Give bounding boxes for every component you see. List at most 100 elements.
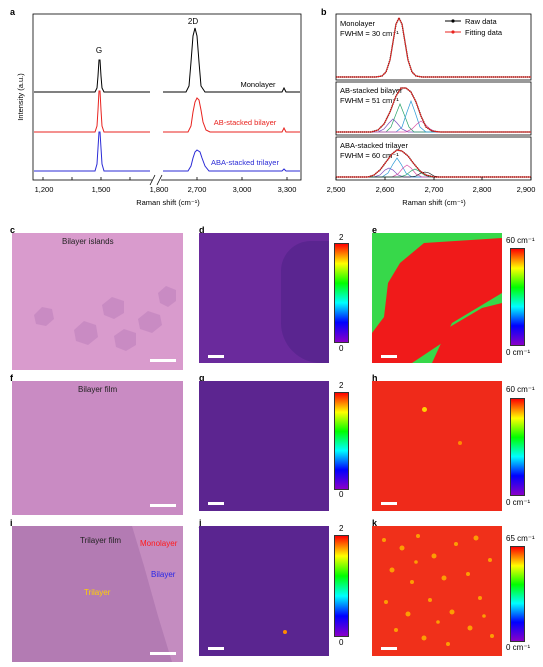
map-speck — [458, 441, 462, 445]
fit-monolayer-curve — [336, 16, 531, 78]
fit-ab-component — [336, 103, 531, 133]
region-label-monolayer: Monolayer — [140, 539, 178, 548]
fit-aba-component — [336, 164, 531, 178]
chart-a-xticks — [42, 177, 288, 180]
panel-letter-e: e — [372, 225, 378, 235]
colorbar-g-max: 2 — [339, 381, 344, 390]
fit-aba-component — [336, 168, 531, 178]
axis-break-mark — [149, 174, 156, 186]
fwhm-map-islands — [372, 233, 502, 363]
subpanel-monolayer — [335, 13, 532, 81]
colorbar-d — [334, 243, 349, 343]
fit-ab-component — [336, 120, 531, 133]
chart-b-xticks — [335, 177, 532, 180]
panel-letter-h: h — [372, 373, 378, 383]
legend-fit-label: Fitting data — [465, 28, 503, 37]
chart-a-frame — [32, 13, 302, 181]
trilayer-fwhm-speckle — [382, 534, 494, 646]
panel-letter-c: c — [10, 225, 16, 235]
panel-letter-i: i — [10, 518, 13, 528]
colorbar-k-min: 0 cm⁻¹ — [506, 643, 531, 652]
panel-letter-j: j — [199, 518, 202, 528]
colorbar-j-min: 0 — [339, 638, 344, 647]
colorbar-e — [510, 248, 525, 346]
trilayer-regions — [132, 526, 183, 662]
chart-b-xtick-label: 2,500 — [327, 185, 346, 194]
fit-ab-component — [336, 99, 531, 133]
chart-a-xtick-label: 1,800 — [150, 185, 169, 194]
fwhm-map-red-region — [372, 238, 502, 363]
ratio-map-islands — [199, 233, 329, 363]
chart-a-xtick-label: 1,500 — [92, 185, 111, 194]
optical-image-bilayer-film: Bilayer film — [12, 381, 183, 515]
series-label-aba-trilayer: ABA-stacked trilayer — [211, 158, 279, 167]
axis-break-gap — [152, 176, 161, 184]
colorbar-g — [334, 392, 349, 490]
spectrum-ab-bilayer — [34, 90, 300, 133]
chart-a-xtick-label: 3,000 — [233, 185, 252, 194]
panel-letter-a: a — [10, 7, 16, 17]
scale-bar — [208, 355, 224, 358]
raman-spectra-chart: Intensity (a.u.) 1,200 1,500 1,800 2,700… — [16, 13, 302, 207]
legend-raw-label: Raw data — [465, 17, 498, 26]
fwhm-fitting-chart: Monolayer FWHM = 30 cm⁻¹ AB-stacked bila… — [327, 13, 536, 207]
colorbar-g-min: 0 — [339, 490, 344, 499]
chart-a-xtick-label: 2,700 — [188, 185, 207, 194]
map-speck — [283, 630, 287, 634]
colorbar-j — [334, 535, 349, 637]
colorbar-h-max: 60 cm⁻¹ — [506, 385, 535, 394]
fit-ab-component — [336, 118, 531, 133]
subpanel-ab-bilayer — [335, 81, 532, 136]
fit-ab-curve — [336, 87, 531, 133]
panel-letter-g: g — [199, 373, 205, 383]
series-label-monolayer: Monolayer — [240, 80, 276, 89]
region-label-bilayer: Bilayer — [151, 570, 176, 579]
spectrum-aba-trilayer — [34, 131, 300, 172]
colorbar-h — [510, 398, 525, 496]
colorbar-e-max: 60 cm⁻¹ — [506, 236, 535, 245]
panel-letter-b: b — [321, 7, 327, 17]
subpanel-aba-trilayer — [335, 136, 532, 181]
series-label-ab-bilayer: AB-stacked bilayer — [214, 118, 277, 127]
chart-b-xtick-label: 2,700 — [425, 185, 444, 194]
scale-bar — [208, 502, 224, 505]
panel-letter-k: k — [372, 518, 378, 528]
ratio-map-bilayer-film — [199, 381, 329, 511]
fwhm-map-trilayer-film — [372, 526, 502, 656]
colorbar-j-max: 2 — [339, 524, 344, 533]
scale-bar — [208, 647, 224, 650]
scale-bar — [150, 504, 176, 507]
chart-a-ylabel: Intensity (a.u.) — [16, 73, 25, 121]
fwhm-map-bilayer-film — [372, 381, 502, 511]
chart-b-xlabel: Raman shift (cm⁻¹) — [402, 198, 466, 207]
chart-b-xtick-label: 2,900 — [517, 185, 536, 194]
panel-letter-f: f — [10, 373, 13, 383]
axis-break-mark — [156, 174, 163, 186]
scale-bar — [150, 359, 176, 362]
subpanel-fwhm: FWHM = 60 cm⁻¹ — [340, 151, 399, 160]
tile-caption-c: Bilayer islands — [62, 237, 114, 246]
colorbar-d-min: 0 — [339, 344, 344, 353]
chart-b-xtick-label: 2,800 — [473, 185, 492, 194]
colorbar-h-min: 0 cm⁻¹ — [506, 498, 531, 507]
colorbar-e-min: 0 cm⁻¹ — [506, 348, 531, 357]
peak-label-g: G — [96, 46, 102, 55]
chart-a-xtick-label: 3,300 — [278, 185, 297, 194]
tile-caption-i: Trilayer film — [80, 536, 122, 545]
optical-image-trilayer-film: Trilayer film Monolayer Bilayer Trilayer — [12, 526, 183, 662]
scale-bar — [381, 355, 397, 358]
subpanel-fwhm: FWHM = 51 cm⁻¹ — [340, 96, 399, 105]
peak-label-2d: 2D — [188, 17, 198, 26]
ratio-map-trilayer-film — [199, 526, 329, 656]
fit-aba-component — [336, 157, 531, 178]
chart-a-xtick-label: 1,200 — [35, 185, 54, 194]
bilayer-island-shapes — [34, 286, 176, 351]
chart-a-xlabel: Raman shift (cm⁻¹) — [136, 198, 200, 207]
subpanel-fwhm: FWHM = 30 cm⁻¹ — [340, 29, 399, 38]
scale-bar — [381, 502, 397, 505]
subpanel-title: AB-stacked bilayer — [340, 86, 403, 95]
fit-aba-component — [336, 171, 531, 178]
region-label-trilayer: Trilayer — [84, 588, 111, 597]
colorbar-k-max: 65 cm⁻¹ — [506, 534, 535, 543]
subpanel-title: Monolayer — [340, 19, 376, 28]
